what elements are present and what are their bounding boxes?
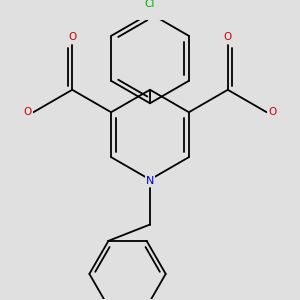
Text: Cl: Cl	[145, 0, 155, 9]
Text: N: N	[146, 176, 154, 185]
Text: O: O	[68, 32, 76, 42]
Text: O: O	[24, 107, 32, 117]
Text: O: O	[224, 32, 232, 42]
Text: O: O	[268, 107, 276, 117]
